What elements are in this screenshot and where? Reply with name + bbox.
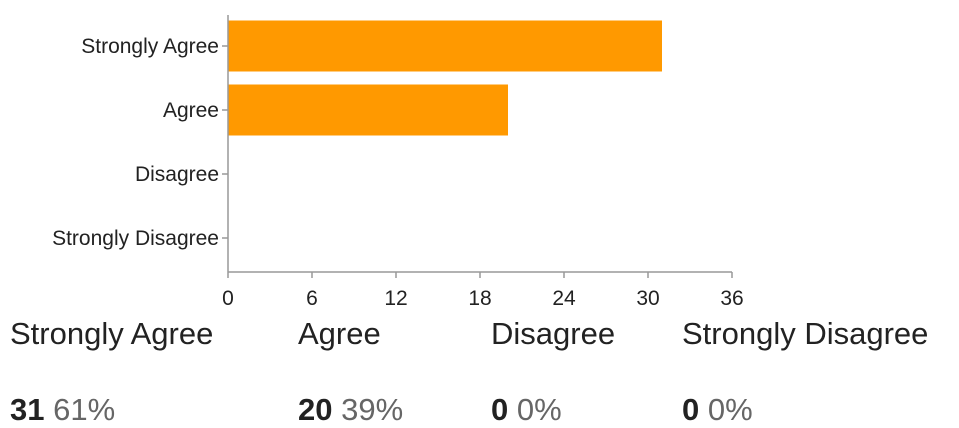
y-tick-label-strongly-disagree: Strongly Disagree — [52, 227, 219, 250]
summary-value-strongly-disagree: 0 0% — [682, 392, 753, 428]
summary-count: 20 — [298, 392, 333, 427]
summary-percent: 61% — [53, 392, 116, 427]
x-tick-label-0: 0 — [222, 287, 234, 310]
summary-percent: 0% — [707, 392, 753, 427]
category-labels: Strongly Agree Agree Disagree Strongly Disa… — [52, 35, 228, 250]
x-tick-label-24: 24 — [552, 287, 576, 310]
summary-percent: 39% — [341, 392, 404, 427]
summary-percent: 0% — [516, 392, 562, 427]
summary-label-agree: Agree — [298, 316, 381, 351]
x-tick-label-6: 6 — [306, 287, 318, 310]
y-tick-label-strongly-agree: Strongly Agree — [81, 35, 219, 58]
bar-agree — [228, 84, 508, 136]
summary-label-strongly-agree: Strongly Agree — [10, 316, 214, 351]
y-tick-label-disagree: Disagree — [135, 163, 219, 186]
bar-chart: Strongly Agree Agree Disagree Strongly Disa… — [52, 15, 744, 310]
x-axis-ticks: 0 6 12 18 24 30 36 — [222, 272, 744, 310]
x-tick-label-30: 30 — [636, 287, 659, 310]
x-tick-label-18: 18 — [468, 287, 491, 310]
summary-value-disagree: 0 0% — [491, 392, 562, 428]
summary-count: 0 — [491, 392, 509, 427]
summary-label-strongly-disagree: Strongly Disagree — [682, 316, 929, 351]
x-tick-label-12: 12 — [384, 287, 407, 310]
x-tick-label-36: 36 — [720, 287, 743, 310]
bars-group — [228, 20, 662, 136]
bar-strongly-agree — [228, 20, 662, 72]
summary-count: 31 — [10, 392, 45, 427]
summary-count: 0 — [682, 392, 700, 427]
summary-label-disagree: Disagree — [491, 316, 616, 351]
y-tick-label-agree: Agree — [163, 99, 219, 122]
summary-value-strongly-agree: 31 61% — [10, 392, 115, 428]
summary-value-agree: 20 39% — [298, 392, 403, 428]
